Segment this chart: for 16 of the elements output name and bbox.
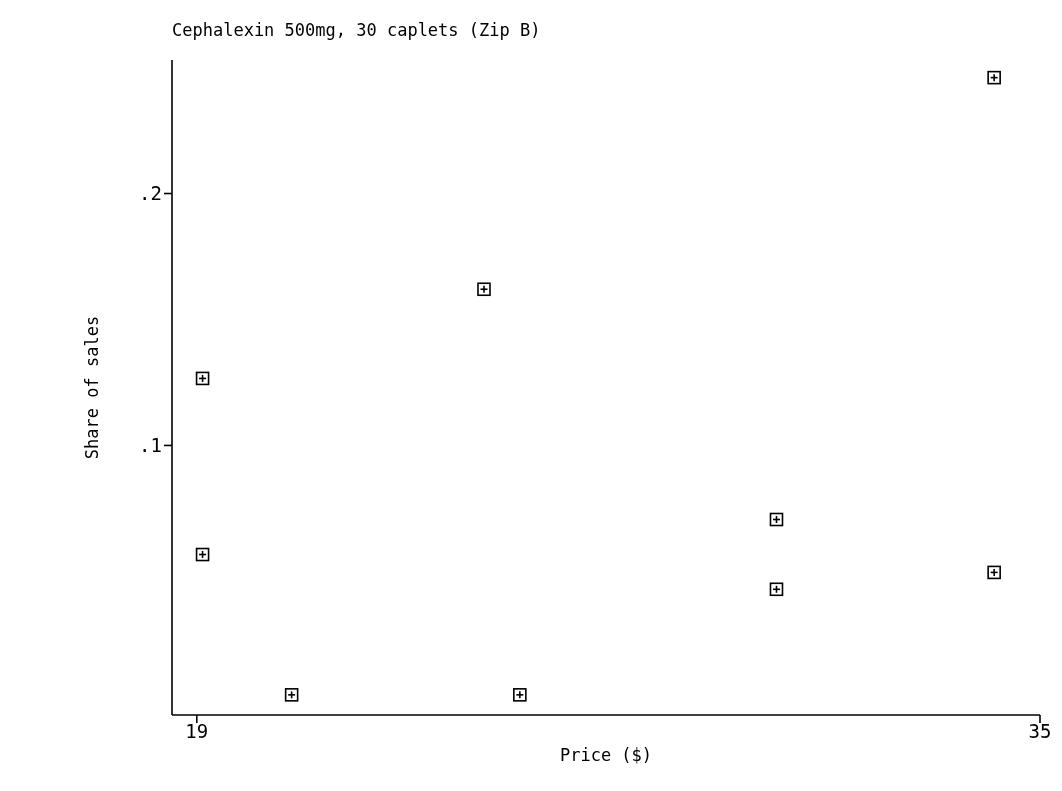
point — [284, 688, 299, 702]
y-axis-title: Share of sales — [82, 315, 103, 460]
x-axis-title: Price ($) — [559, 745, 653, 765]
y-tick-label: .2 — [139, 182, 162, 205]
chart-title: Cephalexin 500mg, 30 caplets (Zip B) — [172, 20, 541, 40]
point — [987, 565, 1001, 580]
point — [769, 582, 784, 597]
point — [477, 282, 491, 297]
point — [513, 688, 527, 702]
point — [987, 70, 1001, 85]
point — [195, 371, 210, 386]
x-tick-label: 35 — [1028, 720, 1052, 743]
point — [195, 547, 210, 562]
point — [769, 512, 784, 527]
y-tick-label: .1 — [139, 434, 162, 457]
x-tick-label: 19 — [185, 720, 209, 743]
